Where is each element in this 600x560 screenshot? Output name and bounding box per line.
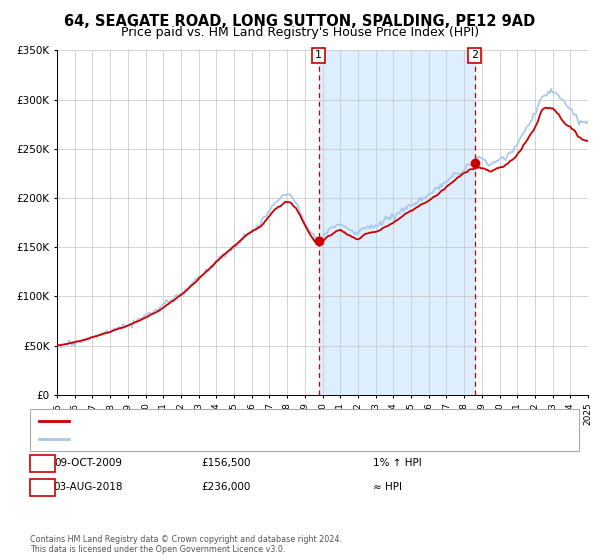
Text: Contains HM Land Registry data © Crown copyright and database right 2024.
This d: Contains HM Land Registry data © Crown c… [30,535,342,554]
Text: 03-AUG-2018: 03-AUG-2018 [53,482,123,492]
Text: 1: 1 [39,458,46,468]
Text: 1% ↑ HPI: 1% ↑ HPI [373,458,422,468]
Text: 2: 2 [39,482,46,492]
Text: 64, SEAGATE ROAD, LONG SUTTON, SPALDING, PE12 9AD: 64, SEAGATE ROAD, LONG SUTTON, SPALDING,… [64,14,536,29]
Text: 64, SEAGATE ROAD, LONG SUTTON, SPALDING, PE12 9AD (detached house): 64, SEAGATE ROAD, LONG SUTTON, SPALDING,… [76,416,446,426]
Text: HPI: Average price, detached house, South Holland: HPI: Average price, detached house, Sout… [76,434,326,444]
Text: 2: 2 [471,50,478,60]
Text: ≈ HPI: ≈ HPI [373,482,402,492]
Text: £156,500: £156,500 [202,458,251,468]
Bar [319,50,475,395]
Text: Price paid vs. HM Land Registry's House Price Index (HPI): Price paid vs. HM Land Registry's House … [121,26,479,39]
Text: 09-OCT-2009: 09-OCT-2009 [54,458,122,468]
Text: 1: 1 [315,50,322,60]
Text: £236,000: £236,000 [202,482,251,492]
